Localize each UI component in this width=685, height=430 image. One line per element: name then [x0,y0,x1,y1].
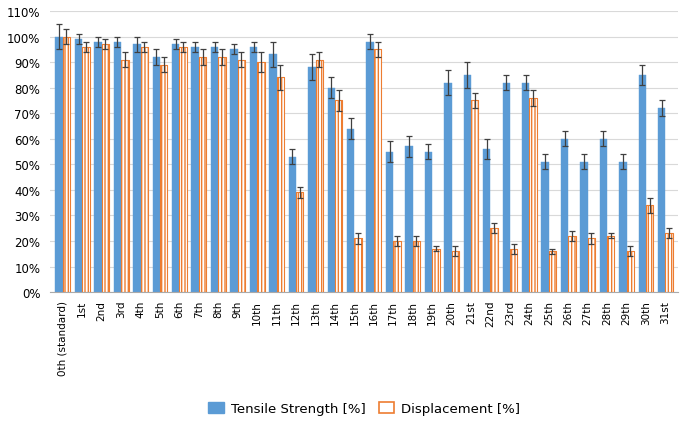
Bar [63,37,70,292]
Bar [471,101,478,292]
Bar [257,63,264,292]
Bar [503,83,510,292]
Bar [599,139,607,292]
Bar [665,234,673,292]
Legend: Tensile Strength [%], Displacement [%]: Tensile Strength [%], Displacement [%] [203,397,525,421]
Bar [464,76,471,292]
Bar [412,241,420,292]
Bar [490,229,498,292]
Bar [269,55,277,292]
Bar [257,63,264,292]
Bar [335,101,342,292]
Bar [549,252,556,292]
Bar [140,48,148,292]
Bar [374,50,382,292]
Bar [374,50,382,292]
Bar [153,58,160,292]
Bar [627,252,634,292]
Bar [121,60,129,292]
Bar [230,50,238,292]
Bar [95,43,101,292]
Bar [160,65,167,292]
Bar [561,139,569,292]
Bar [114,43,121,292]
Bar [432,249,440,292]
Bar [366,43,374,292]
Bar [510,249,517,292]
Bar [619,163,627,292]
Bar [238,60,245,292]
Bar [82,48,90,292]
Bar [483,150,490,292]
Bar [192,48,199,292]
Bar [63,37,70,292]
Bar [665,234,673,292]
Bar [75,40,82,292]
Bar [179,48,187,292]
Bar [490,229,498,292]
Bar [82,48,90,292]
Bar [101,45,109,292]
Bar [296,193,303,292]
Bar [658,109,665,292]
Bar [510,249,517,292]
Bar [646,206,653,292]
Bar [179,48,187,292]
Bar [347,129,354,292]
Bar [55,37,63,292]
Bar [238,60,245,292]
Bar [354,239,362,292]
Bar [646,206,653,292]
Bar [199,58,206,292]
Bar [250,48,257,292]
Bar [451,252,459,292]
Bar [569,237,575,292]
Bar [627,252,634,292]
Bar [444,83,451,292]
Bar [308,68,316,292]
Bar [580,163,588,292]
Bar [121,60,129,292]
Bar [296,193,303,292]
Bar [406,147,412,292]
Bar [588,239,595,292]
Bar [569,237,575,292]
Bar [211,48,219,292]
Bar [607,237,614,292]
Bar [549,252,556,292]
Bar [522,83,530,292]
Bar [335,101,342,292]
Bar [471,101,478,292]
Bar [316,60,323,292]
Bar [219,58,225,292]
Bar [133,45,140,292]
Bar [160,65,167,292]
Bar [451,252,459,292]
Bar [219,58,225,292]
Bar [199,58,206,292]
Bar [101,45,109,292]
Bar [140,48,148,292]
Bar [172,45,179,292]
Bar [638,76,646,292]
Bar [316,60,323,292]
Bar [288,157,296,292]
Bar [393,241,401,292]
Bar [432,249,440,292]
Bar [354,239,362,292]
Bar [277,78,284,292]
Bar [386,152,393,292]
Bar [541,163,549,292]
Bar [530,98,537,292]
Bar [607,237,614,292]
Bar [393,241,401,292]
Bar [530,98,537,292]
Bar [425,152,432,292]
Bar [327,89,335,292]
Bar [412,241,420,292]
Bar [588,239,595,292]
Bar [277,78,284,292]
